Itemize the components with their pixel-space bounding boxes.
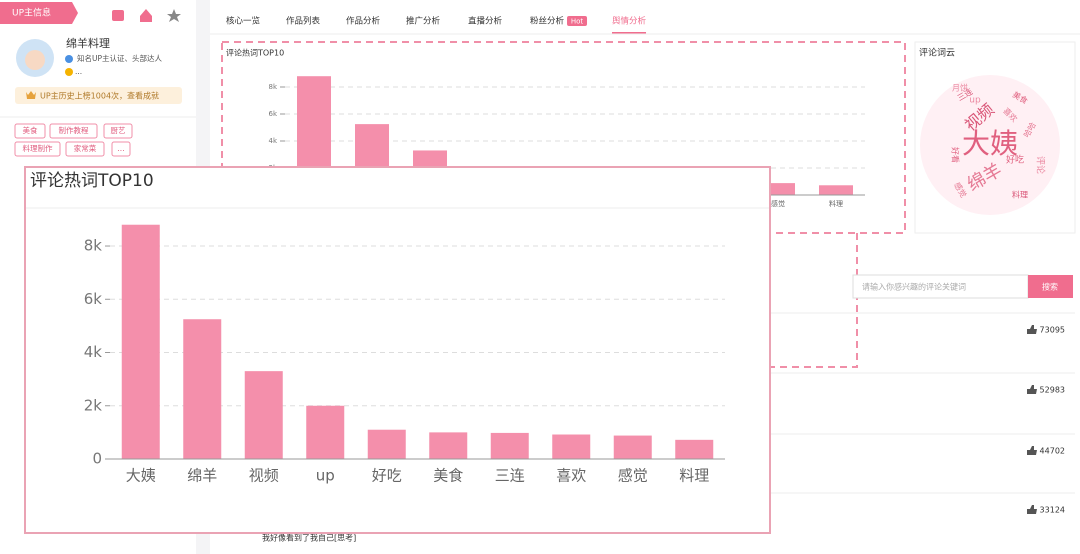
x-tick-label: 好吃 [372, 467, 402, 485]
y-tick-label: 4k [268, 137, 277, 145]
search-button-label[interactable]: 搜索 [1042, 282, 1058, 292]
like-count: 52983 [1040, 386, 1065, 395]
y-tick-label: 6k [84, 290, 103, 308]
bar [819, 185, 853, 195]
tab[interactable]: 推广分析 [406, 16, 441, 27]
bar [761, 183, 795, 195]
sidebar-tag: UP主信息 [12, 7, 51, 19]
bar [490, 432, 529, 459]
x-tick-label: 绵羊 [187, 467, 217, 485]
x-tick-label: 料理 [829, 199, 843, 208]
cloud-word: 好吃 [1006, 154, 1024, 166]
tag-box[interactable] [65, 141, 105, 157]
medal-icon [65, 68, 73, 76]
y-tick-label: 8k [268, 83, 277, 91]
comment-text: 我好像看到了我自己[思考] [262, 533, 356, 543]
like-count: 44702 [1040, 447, 1065, 456]
tab[interactable]: 舆情分析 [612, 16, 647, 27]
bar [183, 319, 222, 459]
y-tick-label: 0 [92, 450, 102, 468]
bar [244, 371, 283, 459]
like-count: 73095 [1040, 326, 1065, 335]
like-icon[interactable] [1027, 385, 1037, 394]
badge-text[interactable]: UP主历史上榜1004次，查看成就 [40, 91, 159, 101]
bar [306, 405, 345, 459]
word-cloud-title: 评论词云 [919, 47, 955, 59]
tab-badge: Hot [571, 18, 584, 26]
like-icon[interactable] [1027, 505, 1037, 514]
chart-title: 评论热词TOP10 [30, 171, 154, 191]
tag-label[interactable]: 料理制作 [23, 143, 53, 153]
tag-label[interactable]: 制作教程 [59, 125, 89, 135]
zoom-connector [770, 233, 858, 368]
tag-box[interactable] [103, 123, 133, 139]
bar [429, 432, 468, 459]
cloud-word: 料理 [1012, 190, 1028, 200]
x-tick-label: 大姨 [126, 467, 156, 485]
verify-text: 知名UP主认证、头部达人 [77, 53, 163, 63]
tab[interactable]: 粉丝分析 [530, 16, 565, 27]
tab[interactable]: 作品分析 [346, 16, 381, 27]
y-tick-label: 6k [268, 110, 277, 118]
up-name: 绵羊料理 [66, 36, 110, 50]
badge-bg[interactable] [15, 87, 182, 104]
more-text: ... [75, 67, 82, 76]
x-tick-label: 料理 [679, 467, 709, 485]
y-tick-label: 8k [84, 237, 103, 255]
tag-label[interactable]: 家常菜 [74, 143, 97, 153]
chart-title: 评论热词TOP10 [226, 48, 284, 58]
y-tick-label: 2k [84, 396, 103, 414]
cloud-word: 大姨 [962, 127, 1018, 160]
calendar-icon[interactable] [112, 10, 124, 21]
x-tick-label: 美食 [433, 467, 463, 485]
bar [367, 429, 406, 459]
like-count: 33124 [1040, 506, 1065, 515]
cloud-word: 月饼 [952, 83, 968, 93]
tag-box[interactable] [14, 141, 61, 157]
verify-icon [65, 55, 73, 63]
like-icon[interactable] [1027, 446, 1037, 455]
tab-badge-bg [567, 16, 588, 26]
search-button[interactable] [1028, 275, 1073, 298]
tag-box[interactable] [49, 123, 98, 139]
tag-box[interactable] [111, 141, 131, 157]
x-tick-label: 喜欢 [556, 467, 586, 485]
x-tick-label: 感觉 [618, 467, 648, 485]
cloud-word: up [969, 96, 981, 106]
like-icon[interactable] [1027, 325, 1037, 334]
star-icon[interactable] [167, 9, 181, 22]
x-tick-label: 三连 [495, 467, 525, 485]
cloud-word: 好看 [951, 147, 961, 163]
tag-label[interactable]: 美食 [23, 125, 38, 135]
bar [613, 435, 652, 459]
home-icon[interactable] [140, 9, 152, 22]
search-placeholder[interactable]: 请输入你感兴趣的评论关键词 [862, 282, 966, 292]
crown-icon [26, 91, 36, 99]
tab[interactable]: 核心一览 [226, 16, 260, 27]
tag-label[interactable]: ... [117, 144, 124, 153]
bar [552, 434, 591, 459]
cloud-word: 评论 [1035, 156, 1047, 174]
tab[interactable]: 直播分析 [468, 16, 503, 27]
x-tick-label: 视频 [249, 467, 279, 485]
y-tick-label: 4k [84, 343, 103, 361]
word-cloud-bg [920, 75, 1060, 215]
tab[interactable]: 作品列表 [286, 16, 321, 27]
bar [121, 224, 160, 459]
x-tick-label: 感觉 [771, 199, 785, 208]
tag-box[interactable] [14, 123, 46, 139]
sidebar-tag-bg [0, 2, 78, 24]
x-tick-label: up [316, 467, 335, 485]
bar [675, 439, 714, 459]
avatar-face [25, 50, 45, 70]
tag-label[interactable]: 厨艺 [111, 126, 126, 135]
